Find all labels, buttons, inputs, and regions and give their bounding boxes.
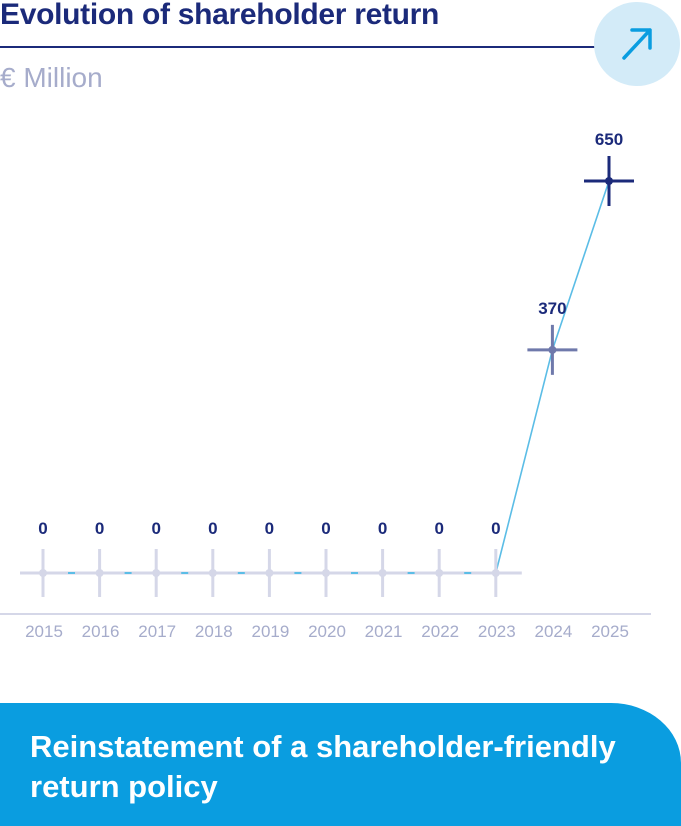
data-point-marker [491, 549, 500, 597]
data-label: 0 [151, 519, 160, 538]
x-tick-label: 2020 [308, 622, 346, 641]
marker-dot [39, 569, 47, 577]
summary-banner: Reinstatement of a shareholder-friendly … [0, 703, 681, 826]
marker-dot [152, 569, 161, 577]
x-tick-label: 2023 [478, 622, 516, 641]
x-tick-label: 2016 [82, 622, 120, 641]
arrow-up-right-icon [622, 28, 652, 60]
line-chart: 0 2015 0 2016 0 2017 0 2018 0 2019 0 2020 0 2021 0 2022… [0, 130, 651, 641]
banner-text: Reinstatement of a shareholder-friendly … [30, 729, 616, 804]
x-tick-label: 2024 [534, 622, 572, 641]
data-label: 650 [595, 130, 623, 149]
chart-title: Evolution of shareholder return [0, 0, 440, 31]
data-label: 0 [434, 519, 443, 538]
title-divider [0, 46, 598, 48]
data-point-marker [378, 549, 387, 597]
data-point-marker [584, 156, 634, 206]
data-label: 0 [265, 519, 274, 538]
unit-label: € Million [0, 62, 103, 93]
x-tick-label: 2022 [421, 622, 459, 641]
data-point-marker [265, 549, 274, 597]
marker-dot [208, 569, 217, 577]
marker-dot [378, 569, 387, 577]
marker-dot [605, 177, 613, 185]
x-tick-label: 2019 [251, 622, 289, 641]
x-tick-label: 2021 [365, 622, 403, 641]
data-point-marker [208, 549, 217, 597]
x-tick-label: 2015 [25, 622, 63, 641]
marker-dot [548, 345, 557, 354]
x-tick-label: 2018 [195, 622, 233, 641]
marker-dot [435, 569, 444, 577]
data-point-marker [322, 549, 330, 597]
data-label: 370 [538, 299, 566, 318]
data-point-marker [527, 324, 578, 375]
data-label: 0 [208, 519, 217, 538]
data-label: 0 [378, 519, 387, 538]
data-label: 0 [321, 519, 330, 538]
data-point-marker [435, 549, 444, 597]
marker-dot [95, 569, 104, 577]
data-point-marker [95, 549, 104, 597]
marker-dot [322, 569, 330, 577]
data-point-marker [39, 549, 47, 597]
data-label: 0 [491, 519, 500, 538]
marker-dot [491, 569, 500, 577]
series-line [495, 180, 610, 574]
data-label: 0 [38, 519, 47, 538]
x-tick-label: 2017 [138, 622, 176, 641]
x-tick-label: 2025 [591, 622, 629, 641]
marker-dot [265, 569, 274, 577]
data-point-marker [152, 549, 161, 597]
data-label: 0 [95, 519, 104, 538]
trend-badge [594, 2, 680, 86]
